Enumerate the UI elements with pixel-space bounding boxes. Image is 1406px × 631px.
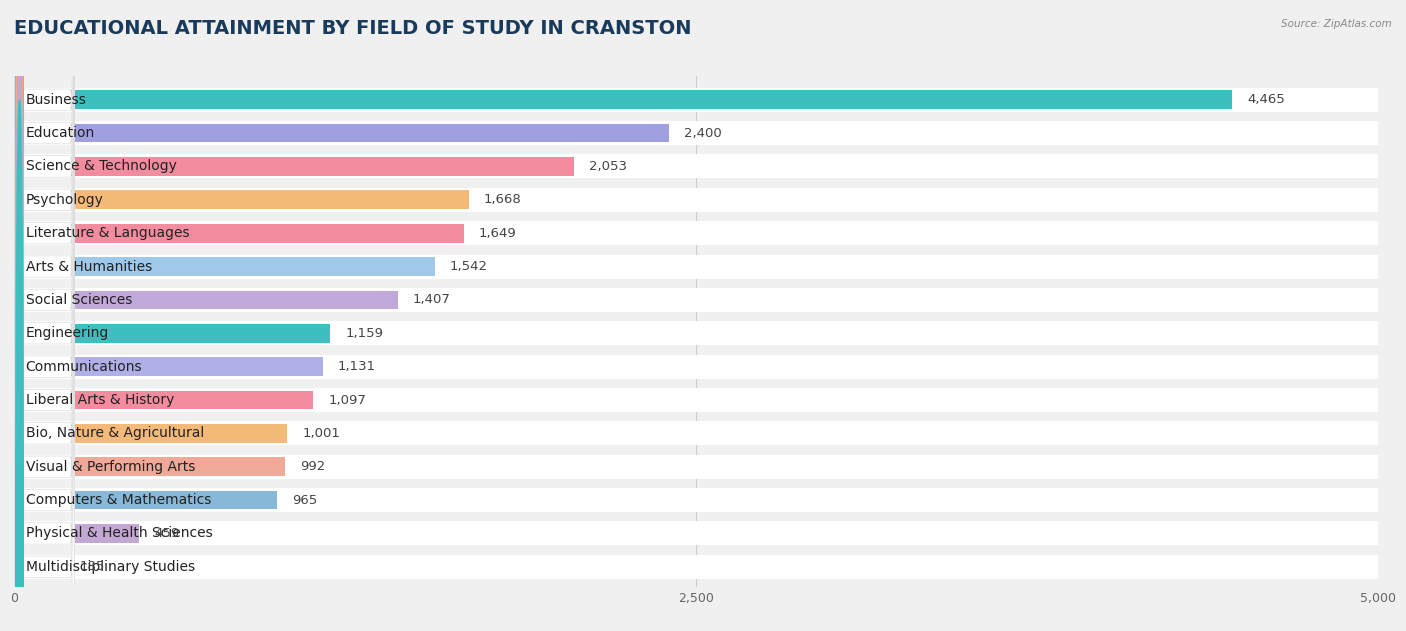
- Text: Literature & Languages: Literature & Languages: [25, 226, 190, 240]
- Text: 2,053: 2,053: [589, 160, 627, 173]
- Bar: [14, 224, 464, 242]
- Text: Engineering: Engineering: [25, 326, 108, 340]
- Text: 1,542: 1,542: [450, 260, 488, 273]
- Text: 1,668: 1,668: [484, 193, 522, 206]
- Bar: [14, 290, 398, 309]
- Bar: [14, 221, 1378, 245]
- Text: 2,400: 2,400: [683, 127, 721, 139]
- Circle shape: [15, 0, 24, 631]
- Circle shape: [15, 0, 24, 631]
- Text: 965: 965: [292, 493, 318, 507]
- Bar: [14, 455, 1378, 479]
- Circle shape: [15, 0, 24, 631]
- Bar: [14, 457, 284, 476]
- Text: 1,159: 1,159: [346, 327, 384, 339]
- Text: 1,131: 1,131: [337, 360, 375, 373]
- Circle shape: [15, 0, 24, 631]
- Text: Arts & Humanities: Arts & Humanities: [25, 259, 152, 274]
- Circle shape: [15, 0, 24, 567]
- Circle shape: [15, 0, 24, 631]
- Text: 1,001: 1,001: [302, 427, 340, 440]
- Bar: [14, 321, 1378, 345]
- Bar: [14, 388, 1378, 412]
- Bar: [14, 555, 1378, 579]
- Text: Business: Business: [25, 93, 86, 107]
- Bar: [14, 254, 1378, 278]
- Text: Computers & Mathematics: Computers & Mathematics: [25, 493, 211, 507]
- Circle shape: [15, 100, 24, 631]
- Circle shape: [15, 0, 24, 631]
- Text: 4,465: 4,465: [1247, 93, 1285, 106]
- FancyBboxPatch shape: [14, 44, 75, 631]
- FancyBboxPatch shape: [14, 0, 75, 631]
- FancyBboxPatch shape: [14, 0, 75, 631]
- Text: Visual & Performing Arts: Visual & Performing Arts: [25, 460, 195, 474]
- Bar: [14, 124, 669, 143]
- Bar: [14, 355, 1378, 379]
- Bar: [14, 121, 1378, 145]
- Bar: [14, 524, 139, 543]
- Bar: [14, 324, 330, 343]
- Circle shape: [15, 0, 24, 631]
- Bar: [14, 157, 574, 176]
- FancyBboxPatch shape: [14, 0, 75, 631]
- FancyBboxPatch shape: [14, 0, 75, 631]
- Bar: [14, 491, 277, 509]
- Text: Source: ZipAtlas.com: Source: ZipAtlas.com: [1281, 19, 1392, 29]
- FancyBboxPatch shape: [14, 0, 75, 631]
- Text: Multidisciplinary Studies: Multidisciplinary Studies: [25, 560, 194, 574]
- Circle shape: [15, 33, 24, 631]
- Circle shape: [15, 66, 24, 631]
- FancyBboxPatch shape: [14, 0, 75, 631]
- Bar: [14, 557, 65, 576]
- FancyBboxPatch shape: [14, 77, 75, 631]
- Text: 1,649: 1,649: [479, 227, 516, 240]
- Text: Liberal Arts & History: Liberal Arts & History: [25, 393, 174, 407]
- Bar: [14, 488, 1378, 512]
- Bar: [14, 90, 1232, 109]
- FancyBboxPatch shape: [14, 0, 75, 589]
- Bar: [14, 391, 314, 410]
- Text: Education: Education: [25, 126, 94, 140]
- FancyBboxPatch shape: [14, 0, 75, 631]
- Bar: [14, 357, 322, 376]
- Text: 459: 459: [155, 527, 180, 540]
- Bar: [14, 188, 1378, 212]
- Text: 1,097: 1,097: [328, 394, 366, 406]
- Circle shape: [15, 0, 24, 631]
- Bar: [14, 521, 1378, 545]
- Text: 185: 185: [80, 560, 105, 574]
- FancyBboxPatch shape: [14, 0, 75, 623]
- Text: Social Sciences: Social Sciences: [25, 293, 132, 307]
- FancyBboxPatch shape: [14, 0, 75, 631]
- Bar: [14, 191, 470, 209]
- Text: Communications: Communications: [25, 360, 142, 374]
- FancyBboxPatch shape: [14, 10, 75, 631]
- Bar: [14, 155, 1378, 179]
- Circle shape: [15, 0, 24, 631]
- Bar: [14, 424, 287, 443]
- Bar: [14, 257, 434, 276]
- Text: 992: 992: [299, 460, 325, 473]
- Circle shape: [15, 0, 24, 600]
- FancyBboxPatch shape: [14, 0, 75, 631]
- Text: EDUCATIONAL ATTAINMENT BY FIELD OF STUDY IN CRANSTON: EDUCATIONAL ATTAINMENT BY FIELD OF STUDY…: [14, 19, 692, 38]
- Text: Psychology: Psychology: [25, 193, 104, 207]
- Text: Bio, Nature & Agricultural: Bio, Nature & Agricultural: [25, 427, 204, 440]
- Bar: [14, 88, 1378, 112]
- Bar: [14, 288, 1378, 312]
- Text: Physical & Health Sciences: Physical & Health Sciences: [25, 526, 212, 540]
- FancyBboxPatch shape: [14, 0, 75, 631]
- Text: Science & Technology: Science & Technology: [25, 160, 176, 174]
- Bar: [14, 422, 1378, 445]
- Text: 1,407: 1,407: [413, 293, 451, 307]
- Circle shape: [15, 0, 24, 631]
